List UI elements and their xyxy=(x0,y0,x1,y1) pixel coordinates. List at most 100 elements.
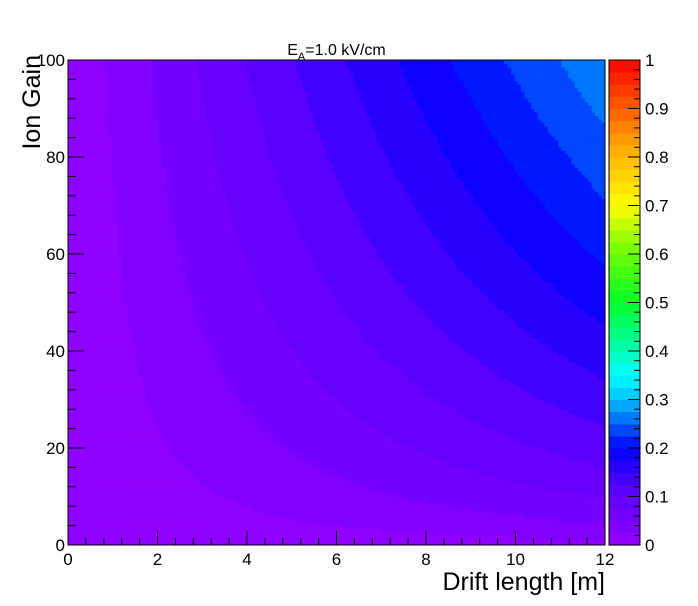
heatmap-cell xyxy=(81,392,86,397)
heatmap-cell xyxy=(165,229,170,234)
heatmap-cell xyxy=(94,312,99,317)
heatmap-cell xyxy=(128,482,133,487)
heatmap-cell xyxy=(148,136,153,141)
heatmap-cell xyxy=(114,264,119,269)
heatmap-cell xyxy=(121,184,126,189)
heatmap-cell xyxy=(101,143,106,148)
heatmap-cell xyxy=(101,188,106,193)
heatmap-cell xyxy=(74,344,79,349)
heatmap-cell xyxy=(128,420,133,425)
heatmap-cell xyxy=(151,226,156,231)
heatmap-cell xyxy=(138,506,143,511)
heatmap-cell xyxy=(118,167,123,172)
heatmap-cell xyxy=(71,385,76,390)
heatmap-cell xyxy=(108,264,113,269)
heatmap-cell xyxy=(131,278,136,283)
heatmap-cell xyxy=(94,84,99,89)
heatmap-cell xyxy=(98,323,103,328)
heatmap-cell xyxy=(104,271,109,276)
heatmap-cell xyxy=(118,337,123,342)
heatmap-cell xyxy=(131,170,136,175)
heatmap-cell xyxy=(81,84,86,89)
heatmap-cell xyxy=(98,108,103,113)
heatmap-cell xyxy=(104,357,109,362)
heatmap-cell xyxy=(88,195,93,200)
heatmap-cell xyxy=(71,399,76,404)
heatmap-cell xyxy=(138,357,143,362)
heatmap-cell xyxy=(135,416,140,421)
heatmap-cell xyxy=(111,461,116,466)
heatmap-cell xyxy=(91,111,96,117)
heatmap-cell xyxy=(131,316,136,321)
heatmap-cell xyxy=(118,143,123,148)
heatmap-cell xyxy=(81,479,86,484)
heatmap-cell xyxy=(118,87,123,92)
heatmap-cell xyxy=(121,506,126,511)
heatmap-cell xyxy=(161,472,166,477)
heatmap-cell xyxy=(151,94,156,99)
heatmap-cell xyxy=(161,167,166,172)
heatmap-cell xyxy=(74,448,79,453)
heatmap-cell xyxy=(161,160,166,165)
heatmap-cell xyxy=(118,506,123,511)
heatmap-cell xyxy=(98,240,103,245)
heatmap-cell xyxy=(141,295,146,300)
heatmap-cell xyxy=(128,479,133,484)
heatmap-cell xyxy=(145,174,150,179)
heatmap-cell xyxy=(98,371,103,376)
heatmap-cell xyxy=(71,302,76,307)
heatmap-cell xyxy=(158,208,163,214)
heatmap-cell xyxy=(135,84,140,89)
heatmap-cell xyxy=(165,534,170,539)
heatmap-cell xyxy=(78,347,83,352)
heatmap-cell xyxy=(78,302,83,307)
heatmap-cell xyxy=(118,212,123,217)
heatmap-cell xyxy=(118,80,123,85)
heatmap-cell xyxy=(88,371,93,376)
heatmap-cell xyxy=(91,288,96,293)
heatmap-cell xyxy=(94,174,99,179)
heatmap-cell xyxy=(111,468,116,473)
heatmap-cell xyxy=(104,87,109,92)
heatmap-cell xyxy=(88,240,93,245)
heatmap-cell xyxy=(138,219,143,224)
heatmap-cell xyxy=(155,260,160,265)
heatmap-cell xyxy=(168,465,173,470)
heatmap-cell xyxy=(78,105,83,110)
heatmap-cell xyxy=(114,361,119,366)
heatmap-cell xyxy=(114,344,119,349)
heatmap-cell xyxy=(141,233,146,238)
heatmap-cell xyxy=(68,150,72,155)
heatmap-cell xyxy=(84,167,89,172)
heatmap-cell xyxy=(158,115,163,120)
heatmap-cell xyxy=(98,157,103,162)
heatmap-cell xyxy=(135,531,140,536)
heatmap-cell xyxy=(135,202,140,207)
heatmap-cell xyxy=(94,278,99,283)
heatmap-cell xyxy=(71,153,76,158)
heatmap-cell xyxy=(84,129,89,134)
heatmap-cell xyxy=(145,323,150,328)
heatmap-cell xyxy=(88,202,93,207)
heatmap-cell xyxy=(138,264,143,269)
heatmap-cell xyxy=(84,247,89,252)
heatmap-cell xyxy=(94,184,99,189)
heatmap-cell xyxy=(148,150,153,155)
heatmap-cell xyxy=(91,468,96,473)
heatmap-cell xyxy=(81,541,86,545)
heatmap-cell xyxy=(141,153,146,158)
heatmap-cell xyxy=(125,305,130,311)
heatmap-cell xyxy=(78,454,83,459)
heatmap-cell xyxy=(68,378,72,383)
heatmap-cell xyxy=(91,520,96,525)
heatmap-cell xyxy=(125,337,130,342)
heatmap-cell xyxy=(84,531,89,536)
heatmap-cell xyxy=(125,125,130,130)
heatmap-cell xyxy=(121,115,126,120)
heatmap-cell xyxy=(91,132,96,137)
heatmap-cell xyxy=(138,136,143,141)
heatmap-cell xyxy=(88,351,93,356)
heatmap-cell xyxy=(111,368,116,373)
heatmap-cell xyxy=(141,499,146,505)
heatmap-cell xyxy=(165,527,170,532)
